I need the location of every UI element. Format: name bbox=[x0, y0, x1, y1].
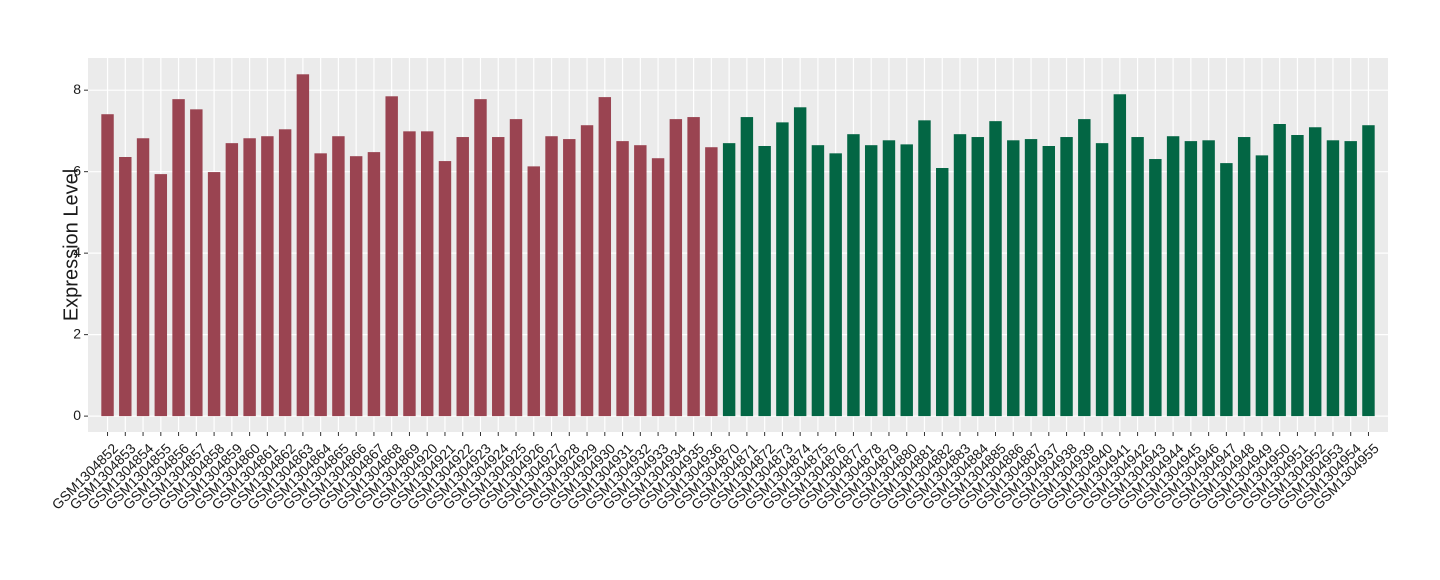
bar bbox=[740, 117, 754, 417]
bar bbox=[1007, 140, 1020, 417]
bar bbox=[669, 119, 683, 417]
bar bbox=[172, 99, 185, 417]
bar bbox=[456, 137, 469, 417]
bar bbox=[1220, 163, 1233, 417]
bar bbox=[776, 122, 789, 417]
bar bbox=[882, 140, 896, 417]
bar bbox=[634, 145, 647, 417]
bar bbox=[1255, 155, 1269, 417]
bar bbox=[918, 120, 931, 417]
bar bbox=[651, 158, 665, 417]
bar bbox=[1060, 137, 1073, 417]
y-tick-label: 6 bbox=[73, 162, 81, 178]
bar bbox=[420, 131, 434, 417]
bar bbox=[811, 145, 825, 417]
bar bbox=[1078, 119, 1091, 417]
bar bbox=[687, 117, 700, 417]
bar bbox=[1202, 140, 1215, 417]
bar bbox=[864, 145, 878, 417]
bar bbox=[989, 121, 1002, 417]
y-tick-label: 2 bbox=[73, 325, 81, 341]
bar bbox=[101, 114, 114, 417]
bar bbox=[136, 138, 150, 417]
bar bbox=[261, 136, 274, 417]
bar bbox=[1273, 124, 1286, 417]
bar bbox=[367, 152, 381, 417]
y-tick-label: 0 bbox=[73, 407, 81, 423]
bar bbox=[1042, 146, 1056, 417]
bar bbox=[1291, 135, 1304, 417]
bar bbox=[207, 172, 221, 417]
bar bbox=[403, 131, 416, 417]
y-tick-label: 4 bbox=[73, 244, 81, 260]
bar bbox=[314, 153, 327, 417]
bar bbox=[598, 97, 612, 417]
bar bbox=[1131, 137, 1144, 417]
bar bbox=[936, 168, 949, 417]
bar bbox=[1326, 140, 1340, 417]
bar bbox=[492, 137, 505, 417]
bar bbox=[563, 139, 576, 417]
bar bbox=[1024, 139, 1038, 417]
bar bbox=[225, 143, 239, 417]
bar bbox=[900, 144, 913, 417]
bar bbox=[296, 74, 310, 417]
bar bbox=[705, 147, 718, 417]
bar bbox=[243, 138, 256, 417]
bar bbox=[278, 129, 292, 417]
y-axis-title: Expression Level bbox=[60, 169, 82, 321]
bar bbox=[722, 143, 736, 417]
bar bbox=[1308, 127, 1322, 417]
bar bbox=[793, 107, 807, 417]
bar bbox=[1184, 141, 1198, 417]
bar bbox=[580, 125, 594, 417]
bar bbox=[1237, 137, 1251, 417]
bar bbox=[1095, 143, 1109, 417]
y-tick-label: 8 bbox=[73, 81, 81, 97]
bar bbox=[847, 134, 860, 417]
bar bbox=[758, 146, 771, 417]
bar bbox=[385, 96, 398, 417]
bar bbox=[349, 156, 363, 417]
bar bbox=[1166, 136, 1180, 417]
bar bbox=[119, 157, 132, 417]
bar bbox=[971, 137, 984, 417]
bar bbox=[154, 174, 168, 417]
bar bbox=[527, 166, 540, 417]
bar bbox=[953, 134, 967, 417]
bar bbox=[1362, 125, 1375, 417]
bar bbox=[545, 136, 558, 417]
bar bbox=[829, 153, 842, 417]
bar bbox=[332, 136, 345, 417]
bar bbox=[474, 99, 487, 417]
bar bbox=[616, 141, 629, 417]
bar bbox=[1113, 94, 1127, 417]
bar bbox=[509, 119, 523, 417]
bar bbox=[190, 109, 203, 417]
bar bbox=[1149, 159, 1162, 417]
bar bbox=[1344, 141, 1357, 417]
bar bbox=[438, 161, 452, 417]
